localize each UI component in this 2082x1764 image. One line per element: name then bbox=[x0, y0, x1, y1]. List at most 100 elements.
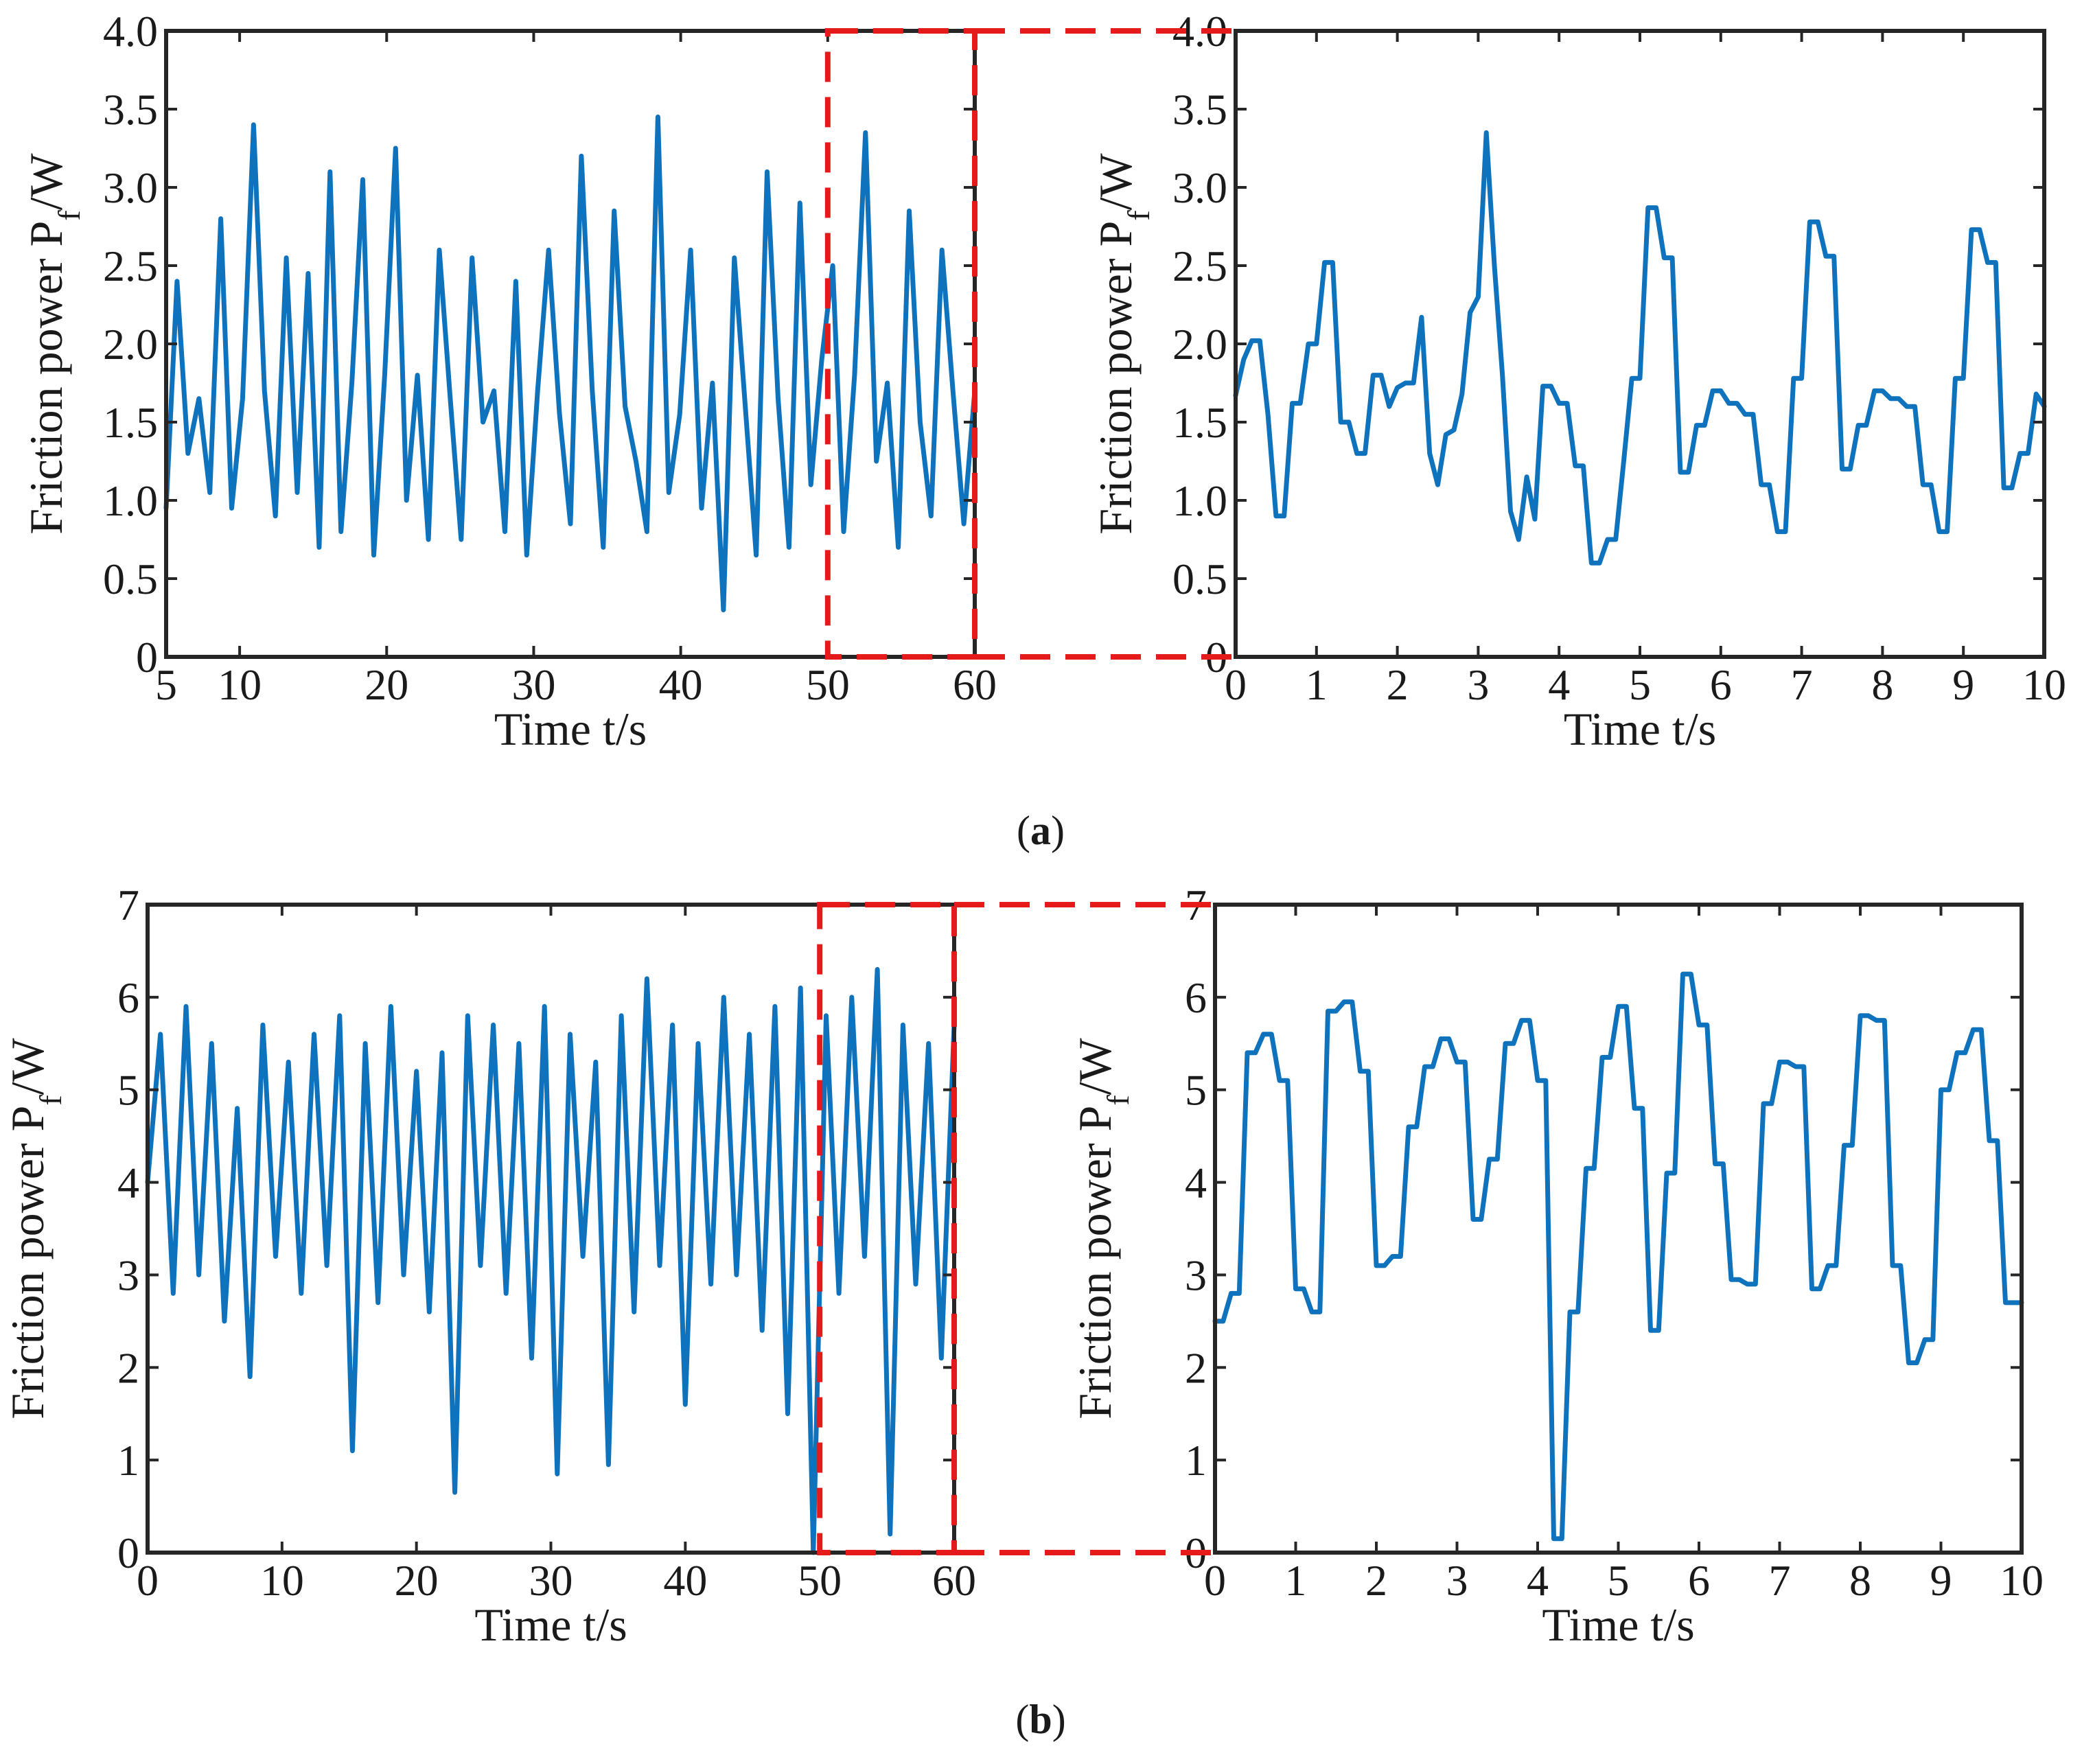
y-tick-label: 2.0 bbox=[1172, 320, 1227, 369]
x-tick-label: 5 bbox=[1608, 1556, 1630, 1605]
y-tick-label: 2.5 bbox=[103, 242, 158, 290]
x-tick-label: 10 bbox=[260, 1556, 304, 1605]
x-tick-label: 0 bbox=[137, 1556, 159, 1605]
x-tick-label: 4 bbox=[1527, 1556, 1549, 1605]
y-tick-label: 0 bbox=[136, 633, 158, 682]
x-tick-label: 3 bbox=[1446, 1556, 1468, 1605]
x-tick-label: 6 bbox=[1688, 1556, 1710, 1605]
y-axis-label: Friction power Pf/W bbox=[20, 152, 86, 534]
panel-label-b: (b) bbox=[1015, 1697, 1065, 1742]
y-tick-label: 1 bbox=[1185, 1436, 1207, 1485]
y-tick-label: 3.5 bbox=[103, 85, 158, 134]
y-axis-label-subscript: f bbox=[51, 210, 86, 221]
y-tick-label: 3.0 bbox=[103, 163, 158, 212]
y-tick-label: 5 bbox=[1185, 1066, 1207, 1115]
y-tick-label: 4 bbox=[117, 1159, 139, 1207]
y-tick-label: 2.5 bbox=[1172, 242, 1227, 290]
series-line bbox=[145, 966, 957, 1555]
chart-a-full: 5 10 20 30 40 50 60 0 0.5 1.0 1.5 2.0 2.5 3.0 3.5 4.0 Ti… bbox=[20, 7, 997, 755]
y-tick-label: 2 bbox=[1185, 1343, 1207, 1392]
y-tick-label: 0.5 bbox=[1172, 555, 1227, 603]
y-axis-label-main: Friction power P bbox=[1089, 221, 1142, 535]
x-tick-label: 9 bbox=[1930, 1556, 1952, 1605]
x-tick-label: 60 bbox=[932, 1556, 976, 1605]
y-tick-label: 1.5 bbox=[1172, 398, 1227, 447]
zoom-indicator-b bbox=[817, 902, 1215, 1555]
series-line bbox=[1233, 130, 2047, 566]
x-tick-label: 5 bbox=[1629, 660, 1651, 709]
x-tick-label: 2 bbox=[1387, 660, 1409, 709]
x-tick-label: 1 bbox=[1306, 660, 1328, 709]
x-tick-label: 30 bbox=[529, 1556, 573, 1605]
x-tick-label: 0 bbox=[1225, 660, 1247, 709]
axes-frame bbox=[1213, 903, 2024, 1555]
x-axis-label: Time t/s bbox=[1542, 1599, 1694, 1651]
panel-label-close: ) bbox=[1052, 1697, 1066, 1742]
x-tick-label: 5 bbox=[155, 660, 177, 709]
y-axis-label-subscript: f bbox=[33, 1095, 68, 1106]
y-axis-label-subscript: f bbox=[1100, 1095, 1135, 1106]
y-axis-label: Friction power Pf/W bbox=[1, 1037, 68, 1419]
y-tick-label: 3 bbox=[117, 1251, 139, 1299]
zoom-box bbox=[824, 28, 978, 660]
y-tick-label: 4.0 bbox=[103, 7, 158, 56]
x-axis-label: Time t/s bbox=[1564, 703, 1716, 755]
panel-label-open: ( bbox=[1017, 808, 1030, 853]
panel-label-a: (a) bbox=[1017, 808, 1065, 853]
y-axis-label-unit: /W bbox=[1, 1037, 54, 1095]
y-axis-label: Friction power Pf/W bbox=[1069, 1037, 1135, 1419]
x-tick-label: 0 bbox=[1204, 1556, 1226, 1605]
x-tick-label: 8 bbox=[1849, 1556, 1871, 1605]
x-tick-label: 8 bbox=[1871, 660, 1893, 709]
y-tick-label: 3.0 bbox=[1172, 163, 1227, 212]
chart-b-full: 0 10 20 30 40 50 60 0 1 2 3 4 5 6 7 Time t/s Friction po… bbox=[1, 881, 976, 1651]
y-axis-label-main: Friction power P bbox=[1, 1106, 54, 1419]
x-tick-label: 2 bbox=[1365, 1556, 1387, 1605]
chart-a-zoom: 0 1 2 3 4 5 6 7 8 9 1000.51.01.52.02.53.03.54.0Tim… bbox=[1089, 7, 2066, 755]
y-tick-label: 2.0 bbox=[103, 320, 158, 369]
y-tick-label: 6 bbox=[117, 973, 139, 1022]
y-tick-label: 1.0 bbox=[1172, 476, 1227, 525]
y-tick-label: 6 bbox=[1185, 973, 1207, 1022]
zoom-box bbox=[817, 902, 957, 1555]
y-axis-label: Friction power Pf/W bbox=[1089, 152, 1156, 534]
x-tick-label: 20 bbox=[395, 1556, 439, 1605]
x-tick-label: 7 bbox=[1769, 1556, 1791, 1605]
x-tick-label: 40 bbox=[659, 660, 703, 709]
y-axis-label-main: Friction power P bbox=[1069, 1106, 1121, 1419]
y-tick-label: 3 bbox=[1185, 1251, 1207, 1299]
y-tick-label: 1.0 bbox=[103, 476, 158, 525]
zoom-indicator-a bbox=[824, 28, 1236, 660]
series-line bbox=[1212, 971, 2024, 1542]
x-tick-label: 7 bbox=[1791, 660, 1813, 709]
y-tick-label: 2 bbox=[117, 1343, 139, 1392]
x-tick-label: 10 bbox=[2000, 1556, 2044, 1605]
panel-label-close: ) bbox=[1051, 808, 1065, 853]
y-tick-label: 3.5 bbox=[1172, 85, 1227, 134]
y-axis-label-unit: /W bbox=[1089, 152, 1142, 210]
y-tick-label: 4 bbox=[1185, 1159, 1207, 1207]
x-tick-label: 50 bbox=[798, 1556, 842, 1605]
x-axis-label: Time t/s bbox=[474, 1599, 627, 1651]
x-tick-label: 50 bbox=[806, 660, 850, 709]
x-tick-label: 6 bbox=[1710, 660, 1732, 709]
x-tick-label: 40 bbox=[663, 1556, 707, 1605]
x-tick-label: 3 bbox=[1467, 660, 1489, 709]
x-axis-label: Time t/s bbox=[494, 703, 647, 755]
panel-label-letter: a bbox=[1030, 808, 1051, 853]
x-tick-label: 1 bbox=[1285, 1556, 1307, 1605]
y-axis-label-subscript: f bbox=[1121, 210, 1156, 221]
x-tick-label: 9 bbox=[1952, 660, 1974, 709]
y-axis-label-main: Friction power P bbox=[20, 221, 72, 535]
panel-label-letter: b bbox=[1029, 1697, 1052, 1742]
series-line bbox=[163, 114, 978, 613]
y-tick-label: 1 bbox=[117, 1436, 139, 1485]
x-tick-label: 10 bbox=[218, 660, 262, 709]
y-tick-label: 0.5 bbox=[103, 555, 158, 603]
y-tick-label: 0 bbox=[117, 1529, 139, 1577]
axes-frame bbox=[164, 29, 977, 659]
x-tick-label: 10 bbox=[2022, 660, 2066, 709]
panel-label-open: ( bbox=[1015, 1697, 1029, 1742]
